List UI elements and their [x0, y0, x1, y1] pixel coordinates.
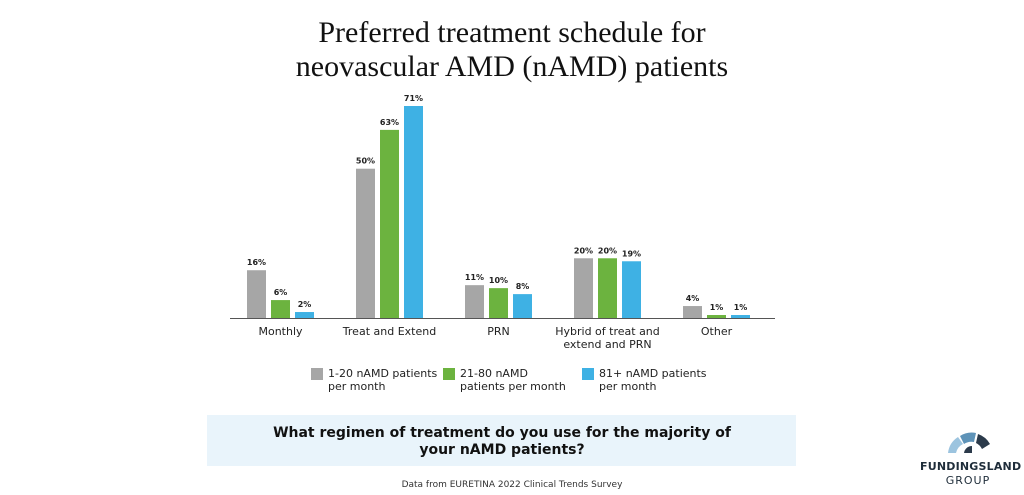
- value-label: 19%: [622, 249, 641, 258]
- logo-sub: GROUP: [945, 474, 991, 487]
- bar: [707, 315, 726, 318]
- legend-label: 1-20 nAMD patients per month: [328, 367, 438, 393]
- bar: [380, 129, 399, 318]
- value-label: 10%: [489, 276, 508, 285]
- value-label: 50%: [356, 157, 375, 166]
- value-label: 6%: [274, 288, 288, 297]
- value-label: 1%: [734, 303, 748, 312]
- value-label: 8%: [516, 282, 530, 291]
- bar: [513, 294, 532, 318]
- bar: [683, 306, 702, 318]
- bar: [356, 168, 375, 318]
- bar: [574, 258, 593, 318]
- value-label: 16%: [247, 258, 266, 267]
- legend-label: 21-80 nAMD patients per month: [460, 367, 566, 393]
- bar: [404, 106, 423, 318]
- value-label: 20%: [574, 246, 593, 255]
- x-tick-label: Hybrid of treat and extend and PRN: [555, 325, 660, 351]
- bar: [598, 258, 617, 318]
- x-tick-label: Monthly: [258, 325, 303, 338]
- value-label: 20%: [598, 246, 617, 255]
- logo-name: FUNDINGSLAND: [920, 460, 1022, 473]
- legend-swatch: [311, 368, 323, 380]
- bar: [295, 312, 314, 318]
- legend-swatch: [443, 368, 455, 380]
- value-label: 1%: [710, 303, 724, 312]
- source-note: Data from EURETINA 2022 Clinical Trends …: [401, 480, 623, 490]
- x-tick-label: Other: [700, 325, 733, 338]
- bar: [489, 288, 508, 318]
- value-label: 2%: [298, 300, 312, 309]
- question: What regimen of treatment do you use for…: [273, 425, 731, 458]
- bar: [247, 270, 266, 318]
- value-label: 4%: [686, 294, 700, 303]
- legend-label: 81+ nAMD patients per month: [599, 367, 707, 393]
- chart-title: Preferred treatment schedule for neovasc…: [295, 16, 729, 83]
- logo-icon: [948, 432, 990, 453]
- value-label: 63%: [380, 118, 399, 127]
- x-tick-label: Treat and Extend: [342, 325, 437, 338]
- bar: [465, 285, 484, 318]
- bar: [622, 261, 641, 318]
- value-label: 11%: [465, 273, 484, 282]
- value-label: 71%: [404, 94, 423, 103]
- bar: [271, 300, 290, 318]
- bar: [731, 315, 750, 318]
- question-box: [207, 415, 796, 466]
- legend-swatch: [582, 368, 594, 380]
- x-tick-label: PRN: [487, 325, 510, 338]
